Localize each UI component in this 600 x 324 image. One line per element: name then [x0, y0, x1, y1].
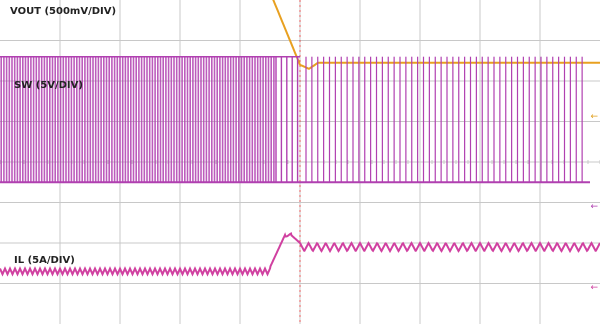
sw-trace [0, 55, 590, 184]
sw-ground-marker: ← [590, 202, 598, 212]
traces [0, 0, 600, 277]
il-trace [0, 231, 600, 277]
il-trace-label: IL (5A/DIV) [14, 255, 75, 266]
il-ground-marker: ← [590, 283, 598, 293]
vout-ground-marker: ← [590, 112, 598, 122]
sw-trace-label: SW (5V/DIV) [14, 80, 83, 91]
vout-trace-label: VOUT (500mV/DIV) [10, 6, 117, 17]
